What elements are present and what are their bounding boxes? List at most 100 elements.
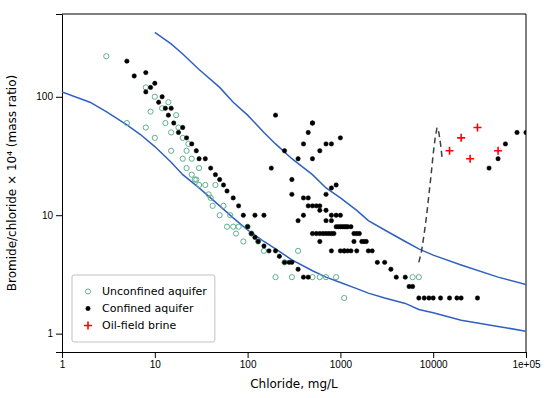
point-symbol xyxy=(213,172,217,176)
point-symbol xyxy=(210,203,215,208)
point xyxy=(334,183,338,187)
point-symbol xyxy=(290,260,294,264)
legend-symbol xyxy=(86,306,90,310)
y-axis-tick-mark xyxy=(56,334,62,335)
point-symbol xyxy=(524,130,526,134)
legend-label: Oil-field brine xyxy=(102,319,177,332)
point xyxy=(125,59,129,63)
point xyxy=(324,142,328,146)
curve xyxy=(62,92,526,331)
point-symbol xyxy=(196,182,201,187)
point xyxy=(194,177,199,182)
point xyxy=(144,70,148,74)
point xyxy=(334,275,339,280)
point-symbol xyxy=(296,267,300,271)
point xyxy=(236,224,241,229)
point-symbol xyxy=(515,130,519,134)
point xyxy=(152,135,157,140)
y-axis: 110100 xyxy=(36,15,62,353)
point xyxy=(318,239,322,243)
point xyxy=(217,213,222,218)
point-symbol xyxy=(410,275,415,280)
point-symbol xyxy=(290,192,294,196)
point xyxy=(233,231,238,236)
point xyxy=(189,156,194,161)
point-symbol xyxy=(494,147,502,155)
x-axis-tick: 1 xyxy=(60,352,66,370)
point-symbol xyxy=(217,177,221,181)
point-symbol xyxy=(203,182,208,187)
point-symbol xyxy=(296,157,300,161)
point-symbol xyxy=(496,157,500,161)
point-symbol xyxy=(475,296,479,300)
legend-symbol xyxy=(84,322,92,330)
point xyxy=(389,267,393,271)
point-symbol xyxy=(487,166,491,170)
point-symbol xyxy=(503,142,507,146)
point-symbol xyxy=(273,275,278,280)
point xyxy=(446,147,454,155)
point-symbol xyxy=(245,224,250,229)
point xyxy=(310,121,314,125)
point xyxy=(301,196,305,200)
point-symbol xyxy=(249,231,254,236)
point-symbol xyxy=(262,244,266,248)
point xyxy=(455,296,459,300)
y-axis-tick-label: 1 xyxy=(47,328,53,339)
point xyxy=(329,218,333,222)
point-symbol xyxy=(228,213,233,218)
point xyxy=(329,142,333,146)
point-symbol xyxy=(310,121,314,125)
point-symbol xyxy=(213,182,218,187)
point-symbol xyxy=(180,156,185,161)
point-symbol xyxy=(233,231,238,236)
point xyxy=(144,90,148,94)
point xyxy=(231,196,235,200)
point-symbol xyxy=(324,218,328,222)
point-symbol xyxy=(349,249,353,253)
point xyxy=(494,147,502,155)
point-symbol xyxy=(466,155,474,163)
x-axis-tick-mark xyxy=(248,352,249,358)
y-axis-tick: 100 xyxy=(36,91,62,102)
legend-symbol-shape xyxy=(85,289,90,294)
point xyxy=(282,260,286,264)
point xyxy=(342,295,347,300)
point-symbol xyxy=(148,85,152,89)
point xyxy=(203,182,208,187)
point-symbol xyxy=(273,249,277,253)
point-symbol xyxy=(262,213,266,217)
point xyxy=(475,296,479,300)
x-axis-tick: 10 xyxy=(150,352,162,370)
point xyxy=(329,213,333,217)
point-symbol xyxy=(329,249,333,253)
point xyxy=(329,186,333,190)
point xyxy=(196,182,201,187)
point xyxy=(382,260,386,264)
point-symbol xyxy=(389,267,393,271)
point-symbol xyxy=(125,59,129,63)
x-axis-tick-mark xyxy=(526,352,527,358)
point xyxy=(306,196,310,200)
point-symbol xyxy=(208,195,213,200)
point xyxy=(148,109,153,114)
point-symbol xyxy=(236,204,240,208)
point-symbol xyxy=(324,208,328,212)
point xyxy=(496,157,500,161)
point xyxy=(208,195,213,200)
point-symbol xyxy=(241,239,246,244)
x-axis-tick-label: 1e+05 xyxy=(512,359,541,370)
point-symbol xyxy=(457,134,465,142)
point-symbol xyxy=(160,95,164,99)
point xyxy=(267,249,271,253)
curve xyxy=(419,128,442,263)
point xyxy=(289,275,294,280)
point xyxy=(203,157,207,161)
point xyxy=(166,100,171,105)
point-symbol xyxy=(245,224,249,228)
point-symbol xyxy=(172,121,176,125)
point xyxy=(515,130,519,134)
point-symbol xyxy=(427,296,431,300)
point xyxy=(189,172,194,177)
point xyxy=(156,100,160,104)
